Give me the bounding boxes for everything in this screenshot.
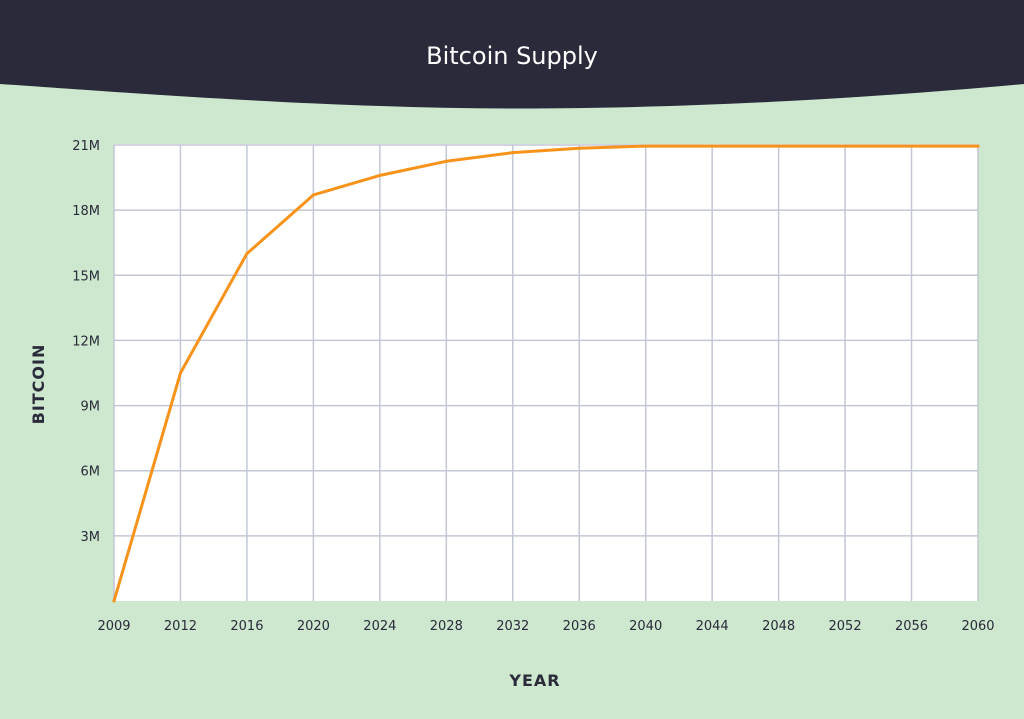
data-point-2048 xyxy=(777,144,781,148)
x-axis-label: YEAR xyxy=(508,671,560,690)
x-tick-label: 2032 xyxy=(496,619,529,634)
x-tick-label: 2052 xyxy=(829,619,862,634)
x-tick-label: 2020 xyxy=(297,619,330,634)
y-tick-label: 6M xyxy=(81,465,101,480)
data-point-2016 xyxy=(245,252,249,256)
data-point-2044 xyxy=(710,144,714,148)
data-point-2032 xyxy=(511,151,515,155)
data-point-2036 xyxy=(577,146,581,150)
grid-lines xyxy=(113,144,979,601)
x-tick-label: 2024 xyxy=(363,619,396,634)
data-point-2056 xyxy=(910,144,914,148)
x-tick-label: 2009 xyxy=(97,619,130,634)
data-point-2024 xyxy=(378,173,382,177)
y-tick-label: 3M xyxy=(81,530,101,545)
header-banner xyxy=(0,0,1024,109)
y-axis-ticks: 3M 6M 9M 12M 15M 18M 21M xyxy=(72,139,100,545)
data-point-2028 xyxy=(444,159,448,163)
y-tick-label: 12M xyxy=(72,334,100,349)
data-point-2009 xyxy=(112,599,116,603)
chart-title: Bitcoin Supply xyxy=(426,42,598,70)
data-point-2020 xyxy=(311,193,315,197)
data-point-2052 xyxy=(843,144,847,148)
x-axis-ticks: 2009 2012 2016 2020 2024 2028 2032 2036 2040 2044… xyxy=(97,619,994,634)
x-tick-label: 2044 xyxy=(696,619,729,634)
x-tick-label: 2048 xyxy=(762,619,795,634)
plot-area xyxy=(114,144,978,601)
x-tick-label: 2040 xyxy=(629,619,662,634)
series-group xyxy=(112,144,980,603)
x-tick-label: 2036 xyxy=(563,619,596,634)
data-point-2040 xyxy=(644,144,648,148)
y-tick-label: 21M xyxy=(72,139,100,154)
data-point-2012 xyxy=(178,371,182,375)
y-axis-label: BITCOIN xyxy=(29,344,48,425)
data-point-2060 xyxy=(976,144,980,148)
y-tick-label: 18M xyxy=(72,204,100,219)
x-tick-label: 2060 xyxy=(961,619,994,634)
x-tick-label: 2016 xyxy=(230,619,263,634)
y-tick-label: 9M xyxy=(81,400,101,415)
x-tick-label: 2028 xyxy=(430,619,463,634)
x-tick-label: 2056 xyxy=(895,619,928,634)
x-tick-label: 2012 xyxy=(164,619,197,634)
series-line xyxy=(112,144,980,603)
y-tick-label: 15M xyxy=(72,269,100,284)
